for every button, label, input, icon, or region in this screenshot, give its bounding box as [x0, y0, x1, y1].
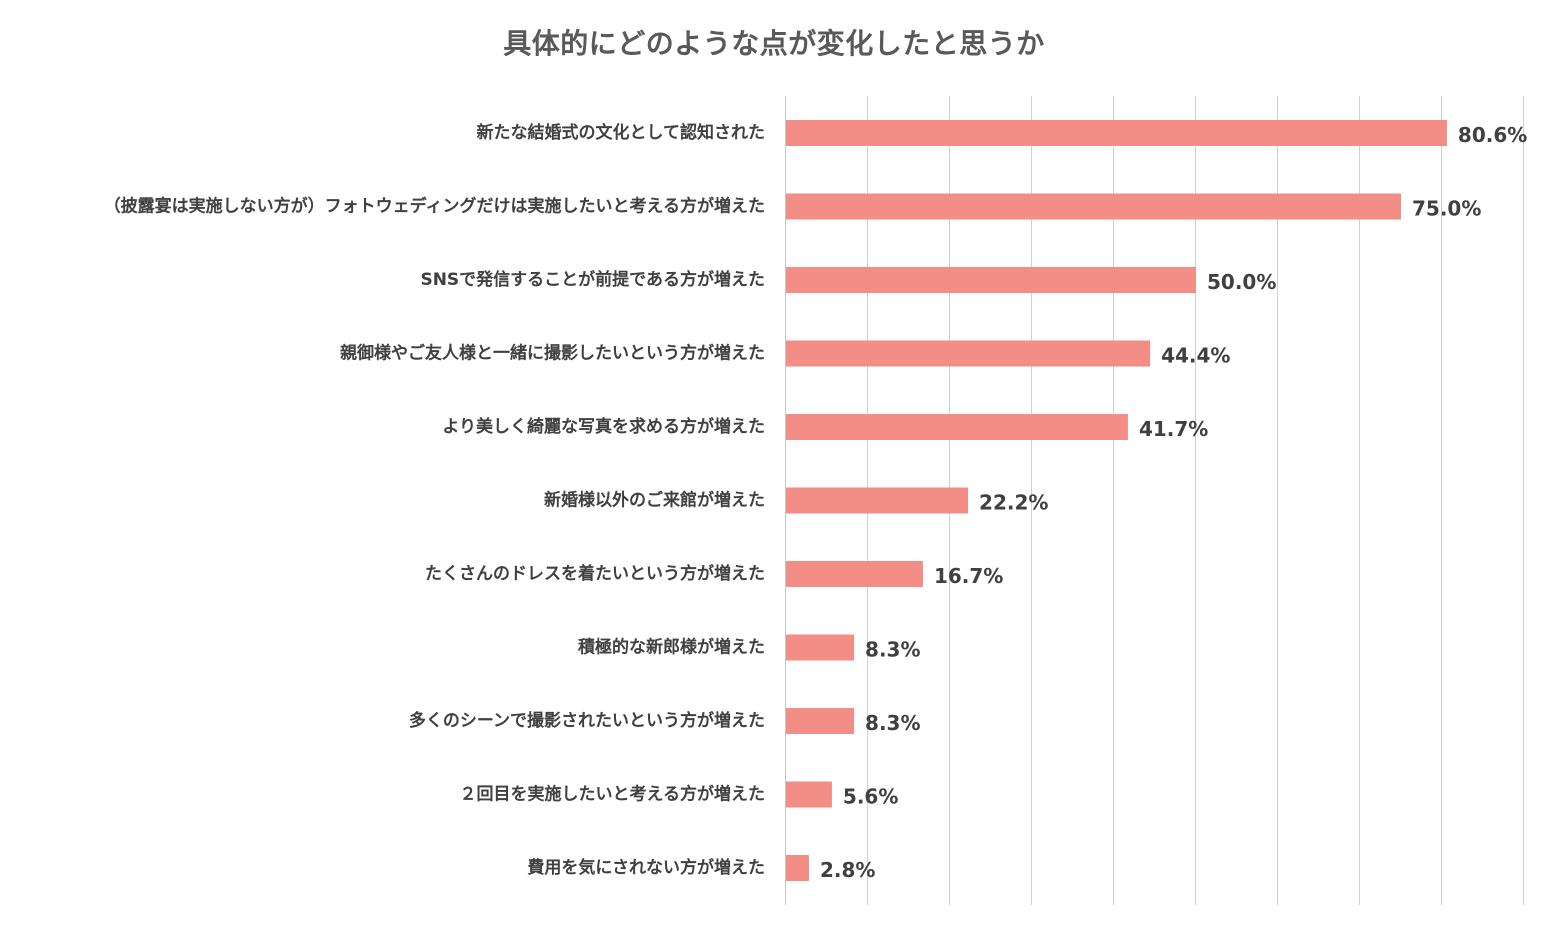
data-label: 8.3%	[865, 638, 920, 662]
bar	[786, 120, 1447, 146]
data-label: 2.8%	[820, 858, 875, 882]
category-label: SNSで発信することが前提である方が増えた	[420, 269, 765, 290]
category-label: ２回目を実施したいと考える方が増えた	[460, 784, 766, 805]
category-label: たくさんのドレスを着たいという方が増えた	[425, 563, 765, 584]
data-label: 80.6%	[1458, 123, 1527, 147]
bar	[786, 708, 855, 734]
category-label: より美しく綺麗な写真を求める方が増えた	[442, 416, 765, 437]
data-label: 8.3%	[865, 711, 920, 735]
data-label: 44.4%	[1161, 344, 1230, 368]
data-label: 5.6%	[843, 785, 898, 809]
category-label: 多くのシーンで撮影されたいという方が増えた	[409, 710, 765, 731]
category-label: 新婚様以外のご来館が増えた	[544, 490, 765, 511]
data-label: 41.7%	[1139, 417, 1208, 441]
category-label: 費用を気にされない方が増えた	[527, 857, 765, 878]
category-label: 親御様やご友人様と一緒に撮影したいという方が増えた	[340, 343, 765, 364]
bar	[786, 855, 809, 881]
bar	[786, 781, 832, 808]
chart-title: 具体的にどのような点が変化したと思うか	[503, 27, 1045, 60]
bar	[786, 414, 1128, 440]
data-label: 22.2%	[979, 491, 1048, 515]
data-label: 75.0%	[1412, 197, 1481, 221]
bar	[786, 267, 1196, 293]
bar	[786, 561, 923, 587]
bar	[786, 634, 855, 661]
category-label: 新たな結婚式の文化として認知された	[477, 122, 766, 143]
bar	[786, 340, 1151, 367]
bar	[786, 193, 1401, 220]
data-label: 16.7%	[934, 564, 1003, 588]
category-label: 積極的な新郎様が増えた	[578, 637, 765, 658]
bar	[786, 487, 969, 514]
category-label: （披露宴は実施しない方が）フォトウェディングだけは実施したいと考える方が増えた	[104, 196, 765, 217]
data-label: 50.0%	[1207, 270, 1276, 294]
